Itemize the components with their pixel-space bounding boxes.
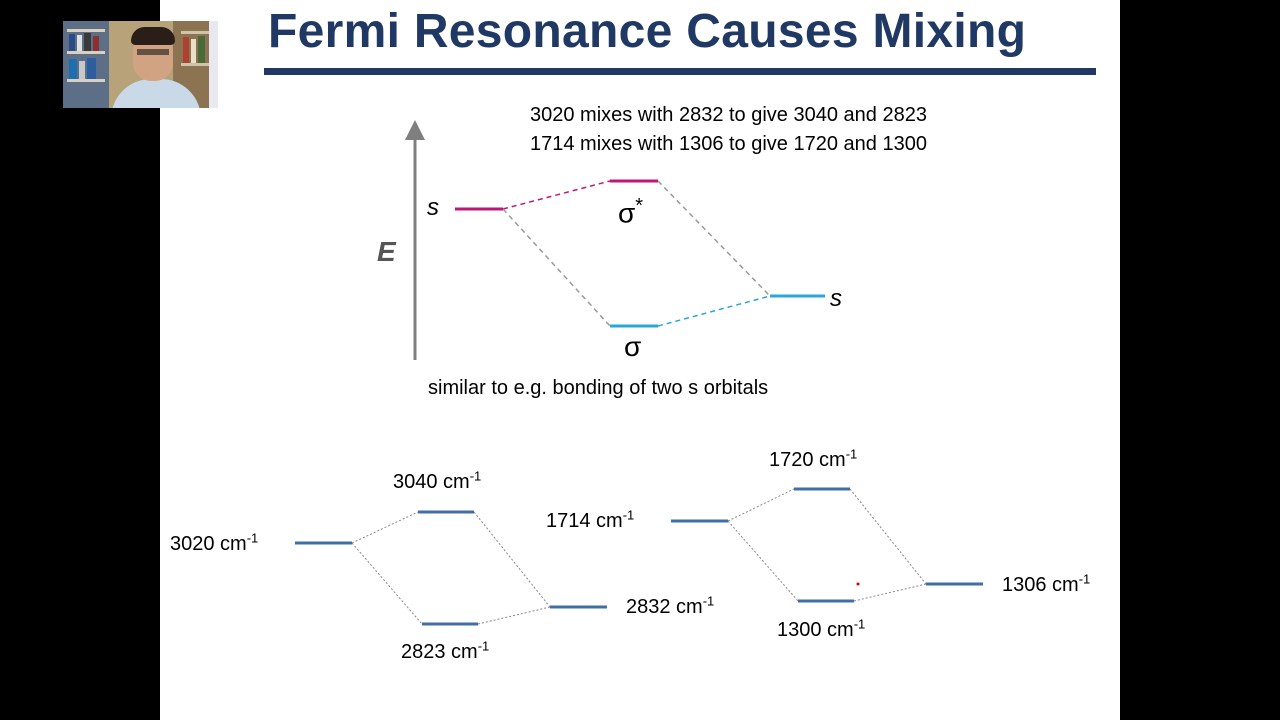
label-2823: 2823 cm-1 bbox=[401, 638, 490, 663]
mix-statement-2: 1714 mixes with 1306 to give 1720 and 13… bbox=[530, 133, 927, 155]
sigma-label: σ bbox=[624, 331, 642, 362]
mix-statement-1: 3020 mixes with 2832 to give 3040 and 28… bbox=[530, 104, 927, 126]
label-3040: 3040 cm-1 bbox=[393, 468, 482, 493]
fermi-right-connector-3 bbox=[849, 488, 927, 585]
fermi-right-connector-4 bbox=[853, 583, 927, 602]
fermi-right-connector-1 bbox=[727, 488, 795, 522]
slide-title: Fermi Resonance Causes Mixing bbox=[268, 5, 1027, 58]
fermi-left-connector-4 bbox=[477, 606, 551, 625]
label-1300: 1300 cm-1 bbox=[777, 616, 866, 641]
title-underline bbox=[264, 68, 1096, 75]
fermi-left-connector-1 bbox=[351, 511, 419, 544]
presenter-webcam bbox=[63, 21, 218, 108]
caption: similar to e.g. bonding of two s orbital… bbox=[428, 377, 769, 399]
fermi-left-connector-2 bbox=[351, 542, 423, 625]
label-1306: 1306 cm-1 bbox=[1002, 571, 1091, 596]
fermi-right-connector-2 bbox=[727, 520, 799, 602]
left-s-label: s bbox=[427, 194, 439, 221]
sigma-star-symbol: σ bbox=[618, 197, 636, 229]
slide: Fermi Resonance Causes Mixing 3020 mixes… bbox=[160, 0, 1120, 720]
label-1714: 1714 cm-1 bbox=[546, 507, 635, 532]
energy-axis-label: E bbox=[377, 236, 396, 267]
right-s-label: s bbox=[830, 285, 842, 312]
mo-connector-s-to-sigma bbox=[502, 208, 611, 327]
label-3020: 3020 cm-1 bbox=[170, 530, 259, 555]
pointer-dot bbox=[856, 582, 860, 586]
sigma-star-superscript: * bbox=[635, 195, 644, 217]
label-2832: 2832 cm-1 bbox=[626, 593, 715, 618]
mo-connector-s-to-sigma-star bbox=[502, 180, 611, 210]
sigma-star-label: σ* bbox=[618, 196, 643, 227]
label-1720: 1720 cm-1 bbox=[769, 446, 858, 471]
mo-connector-sigma-to-s bbox=[657, 295, 771, 327]
energy-axis-arrowhead bbox=[405, 120, 425, 140]
fermi-left-connector-3 bbox=[473, 511, 551, 608]
mo-connector-sigma-star-to-s bbox=[657, 180, 771, 297]
energy-level-diagrams bbox=[295, 120, 983, 626]
